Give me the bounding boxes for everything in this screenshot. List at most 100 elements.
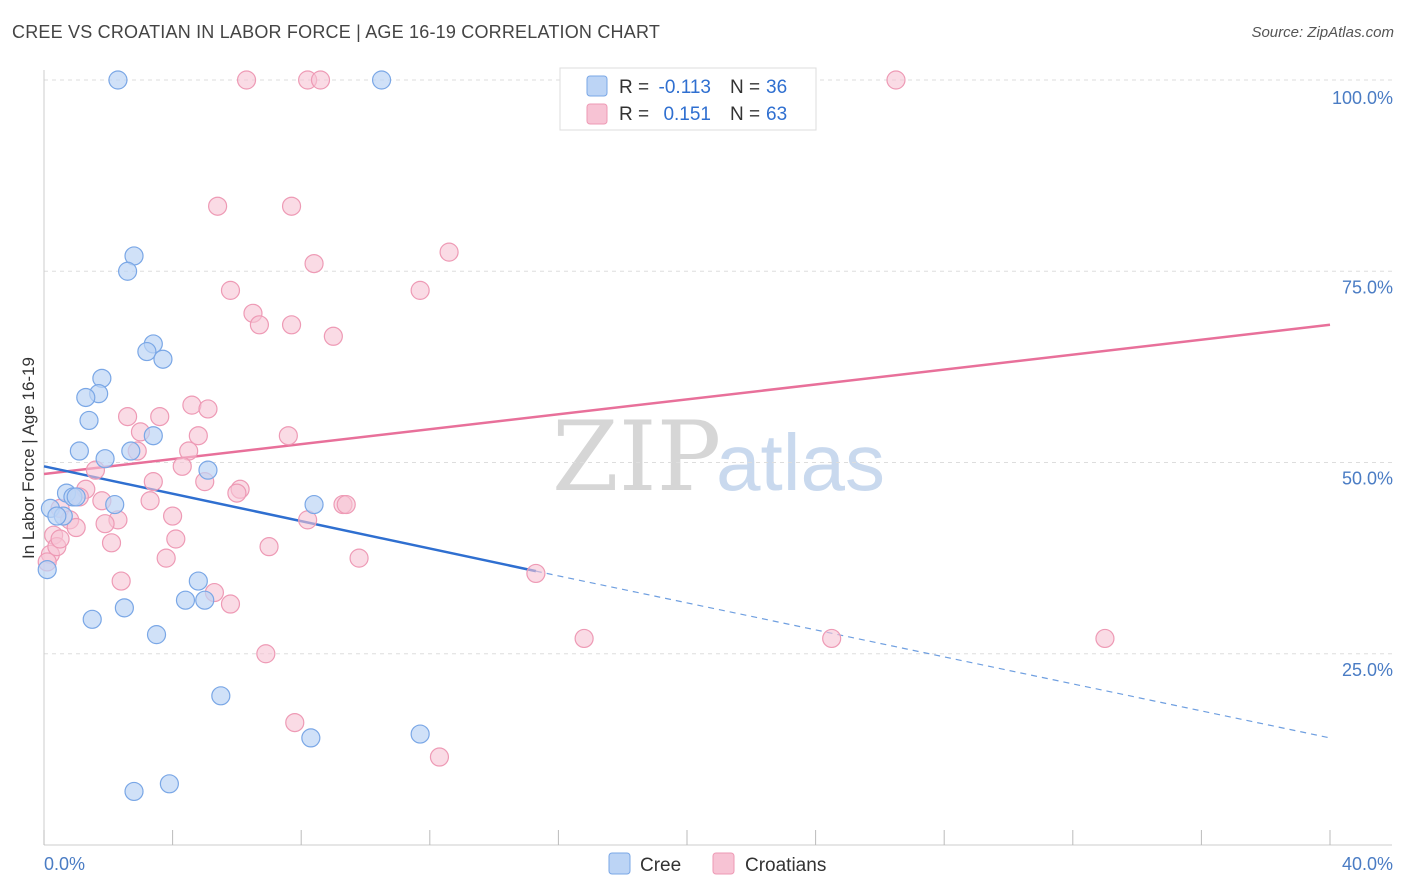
legend-r-value-cree: -0.113 [659,77,711,98]
croatians-point [259,537,279,557]
cree-point [304,494,324,515]
croatians-point [227,483,247,503]
source-label: Source: ZipAtlas.com [1251,24,1394,41]
croatians-point [117,407,138,427]
legend-swatch-cree [586,75,608,97]
legend-swatch-croatians [586,103,608,125]
cree-point [95,449,115,469]
croatians-point [429,747,450,767]
trend-line-croatians [43,323,1331,476]
bottom-legend-swatch-croatians [712,852,735,875]
cree-point [137,341,157,362]
cree-point [105,494,125,515]
legend-r-label-cree: R = [619,77,649,98]
croatians-point [323,326,343,346]
croatians-point [822,628,842,649]
x-tick-label-max: 40.0% [1342,854,1393,874]
y-tick-label: 25.0% [1342,660,1393,680]
watermark-zip: ZIP [552,401,721,513]
cree-point [301,728,321,748]
legend-n-value-cree: 36 [766,77,787,98]
croatians-point [236,70,257,90]
chart-title: CREE VS CROATIAN IN LABOR FORCE | AGE 16… [12,22,661,42]
croatians-point [349,548,369,568]
cree-point [198,460,218,480]
croatians-point [285,712,305,733]
croatians-point [526,563,546,584]
legend-n-value-croatians: 63 [766,104,787,125]
cree-point [124,781,144,802]
cree-point [108,70,128,90]
croatians-point [172,456,192,476]
x-tick-label-min: 0.0% [44,854,85,874]
croatians-point [439,242,459,262]
cree-point [82,609,102,629]
cree-points [37,70,430,802]
croatians-point [886,70,906,90]
y-axis-label: In Labor Force | Age 16-19 [19,357,38,559]
trend-line-cree [43,465,537,573]
croatians-point [163,506,183,526]
bottom-legend-label-croatians: Croatians [745,855,826,876]
cree-point [410,724,430,744]
croatians-point [156,548,176,568]
cree-point [211,686,231,706]
cree-point [47,506,67,526]
cree-point [159,774,179,794]
cree-point [114,598,134,618]
cree-point [117,261,138,281]
cree-point [143,426,163,446]
trend-line-cree-extrapolated [535,570,1331,739]
croatians-point [143,472,163,492]
croatians-point [574,628,594,649]
legend-n-label-croatians: N = [730,104,760,125]
cree-point [76,387,96,408]
cree-point [175,590,196,610]
croatians-point [95,514,115,534]
croatians-point [208,196,228,216]
grid-lines [44,79,1392,655]
trend-lines [43,323,1331,739]
croatians-point [220,280,241,300]
axes [43,70,1392,846]
cree-point [79,410,99,431]
y-tick-label: 100.0% [1332,88,1393,108]
croatians-point [310,70,331,90]
croatians-point [140,491,160,511]
croatians-point [220,594,241,614]
bottom-legend-swatch-cree [608,852,631,875]
croatians-point [304,254,324,274]
cree-point [146,625,167,645]
croatians-point [1095,628,1115,649]
legend-n-label-cree: N = [730,77,760,98]
watermark-atlas: atlas [716,418,885,507]
series-legend: Cree Croatians [608,852,826,876]
croatians-point [336,494,356,515]
croatians-point [150,407,170,427]
y-tick-label: 50.0% [1342,469,1393,489]
croatians-point [198,399,218,419]
croatians-point [278,426,298,446]
y-tick-labels: 25.0% 50.0% 75.0% 100.0% [1332,88,1393,680]
croatians-point [188,426,208,446]
cree-point [195,590,215,610]
croatians-point [66,517,86,538]
cree-point [69,441,89,461]
croatians-point [166,529,186,549]
cree-point [188,571,208,591]
croatians-point [256,644,276,664]
croatians-point [410,280,430,300]
x-ticks [43,830,1331,845]
legend-r-value-croatians: 0.151 [663,104,711,125]
croatians-point [281,315,302,335]
correlation-legend: R = -0.113 N = 36 R = 0.151 N = 63 [559,67,817,131]
croatians-point [281,196,302,216]
cree-point [371,70,392,90]
legend-r-label-croatians: R = [619,104,649,125]
croatians-point [182,395,202,415]
cree-point [37,559,57,580]
bottom-legend-label-cree: Cree [640,855,681,876]
cree-point [121,441,141,461]
croatians-point [101,533,122,553]
